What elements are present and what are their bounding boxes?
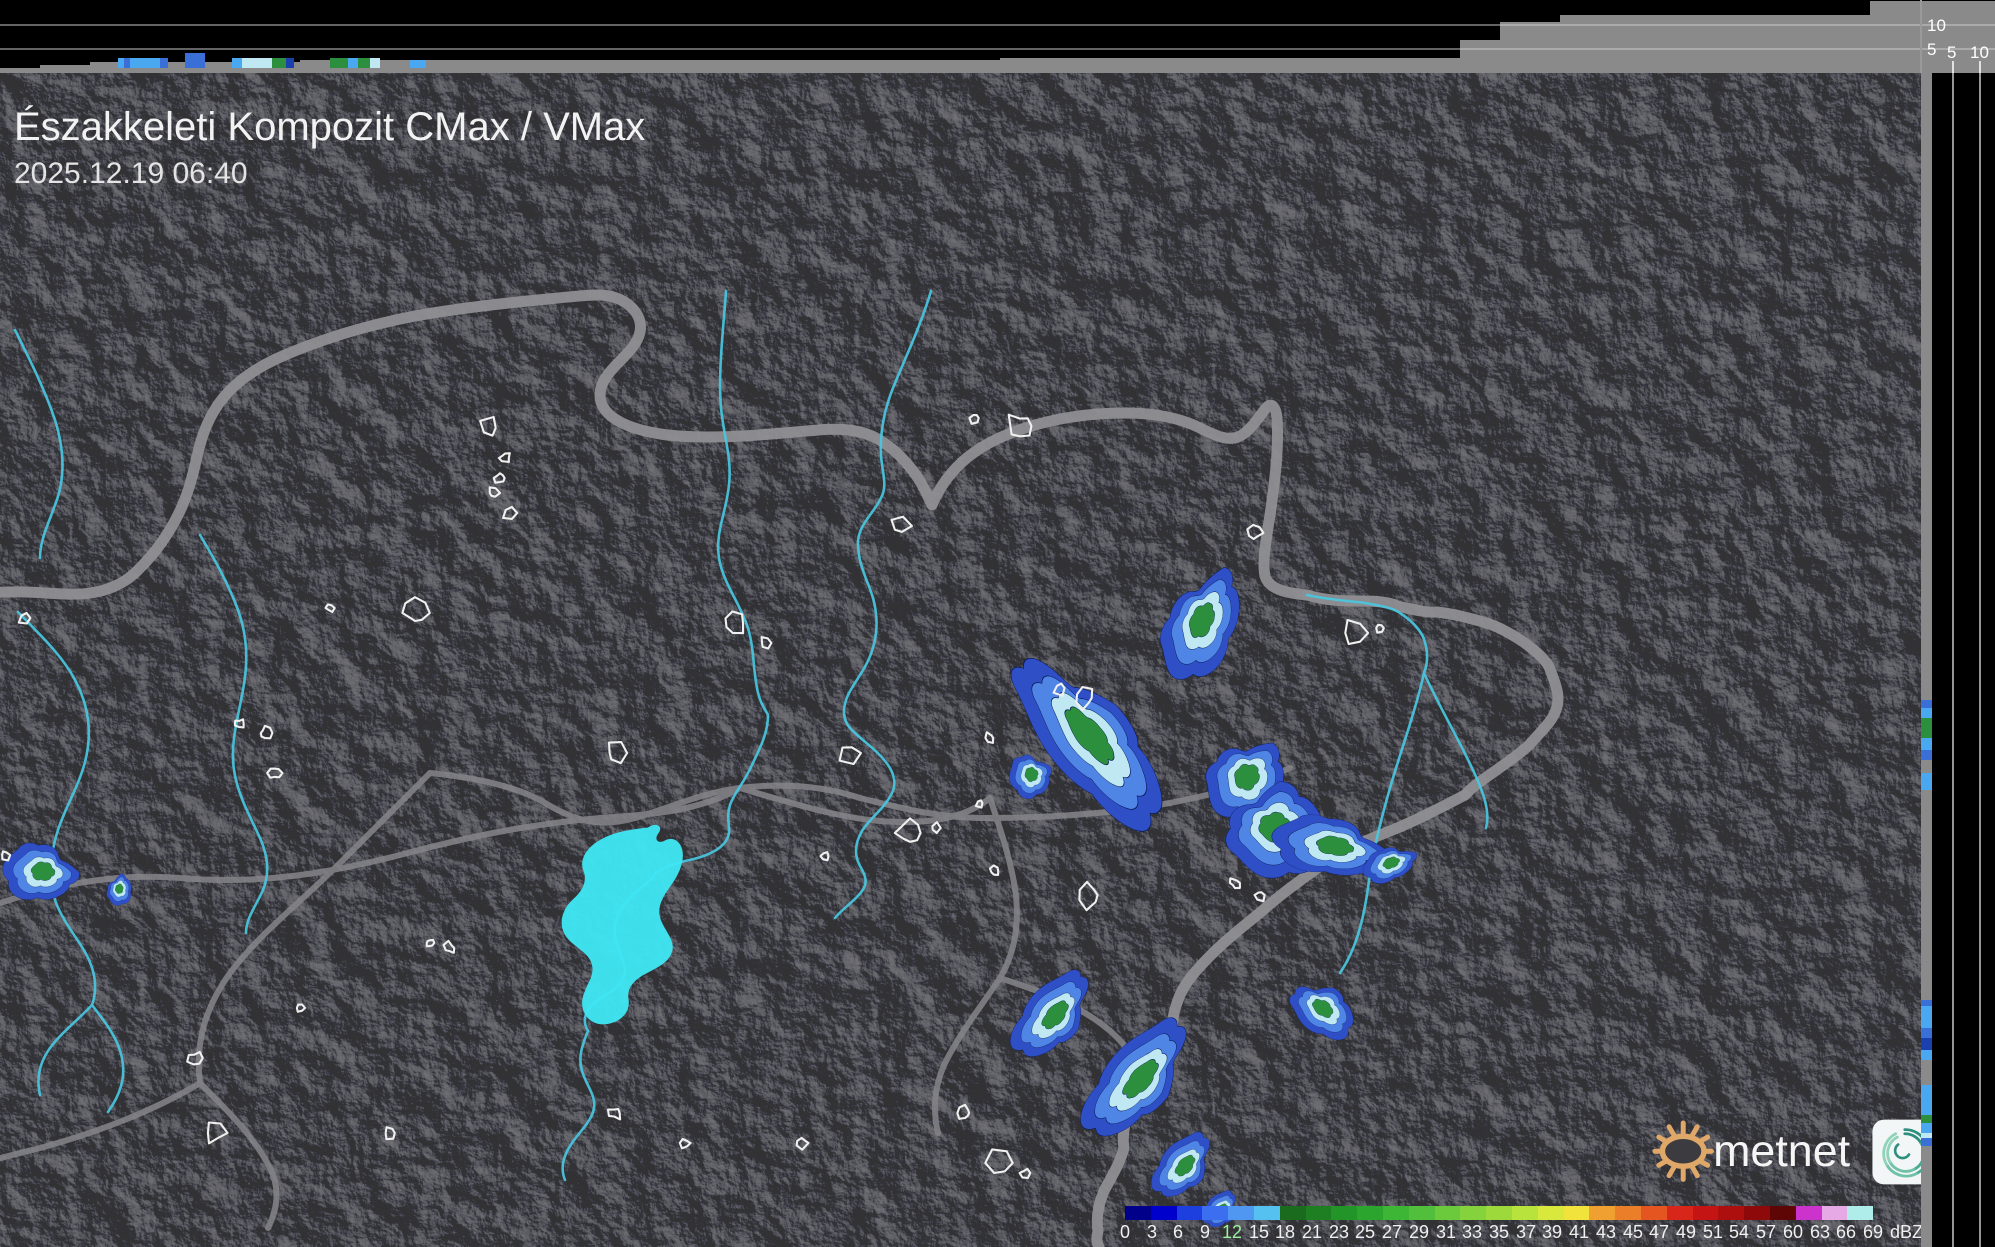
svg-text:5: 5	[1927, 40, 1936, 59]
svg-text:metnet: metnet	[1713, 1126, 1851, 1176]
svg-text:10: 10	[1970, 43, 1989, 62]
svg-text:5: 5	[1947, 43, 1956, 62]
svg-text:10: 10	[1927, 16, 1946, 35]
